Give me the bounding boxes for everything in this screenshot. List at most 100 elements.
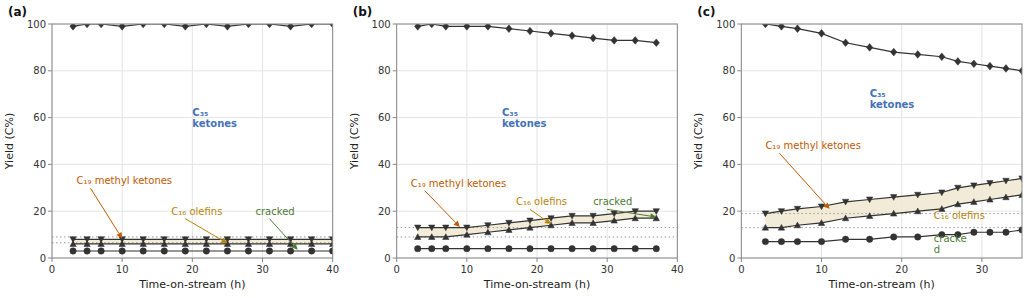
plot-frame bbox=[52, 24, 333, 258]
marker bbox=[429, 225, 435, 231]
annotation-line: d bbox=[934, 244, 940, 255]
marker bbox=[527, 27, 533, 35]
marker bbox=[818, 204, 824, 210]
arrow-head bbox=[221, 238, 228, 244]
tick bbox=[48, 211, 52, 212]
arrow-head bbox=[453, 220, 459, 226]
marker bbox=[987, 196, 993, 202]
annotation-arrow bbox=[91, 188, 119, 233]
marker bbox=[287, 24, 293, 30]
marker bbox=[569, 220, 575, 226]
tick bbox=[737, 258, 741, 259]
annotation: C₁₆ olefins bbox=[171, 206, 222, 217]
marker bbox=[794, 222, 800, 228]
marker bbox=[778, 238, 784, 244]
annotation-line: C₁₆ olefins bbox=[516, 196, 567, 207]
marker bbox=[915, 51, 921, 59]
marker bbox=[890, 210, 896, 216]
y-axis-label: Yield (C%) bbox=[692, 113, 705, 170]
marker bbox=[842, 236, 848, 242]
marker bbox=[955, 185, 961, 191]
marker bbox=[590, 245, 596, 251]
marker bbox=[1003, 229, 1009, 235]
tick-label: 0 bbox=[729, 253, 735, 264]
tick-label: 60 bbox=[723, 112, 736, 123]
tick bbox=[821, 258, 822, 262]
tick bbox=[393, 164, 397, 165]
marker bbox=[590, 213, 596, 219]
marker bbox=[266, 241, 272, 247]
marker bbox=[915, 234, 921, 240]
marker bbox=[818, 238, 824, 244]
plot-frame bbox=[397, 24, 678, 258]
tick bbox=[48, 70, 52, 71]
marker bbox=[161, 241, 167, 247]
annotation-line: C₁₆ olefins bbox=[171, 206, 222, 217]
marker bbox=[84, 24, 90, 28]
plot-area bbox=[52, 24, 333, 258]
plot-frame bbox=[741, 24, 1022, 258]
tick-label: 80 bbox=[723, 65, 736, 76]
marker bbox=[1003, 65, 1009, 73]
tick bbox=[262, 258, 263, 262]
annotation: C₁₉ methyl ketones bbox=[765, 140, 861, 151]
arrow-head bbox=[291, 243, 297, 249]
tick-label: 20 bbox=[186, 264, 199, 275]
marker bbox=[224, 24, 230, 30]
marker bbox=[245, 241, 251, 247]
panel-label: (a) bbox=[8, 5, 27, 19]
grid-line bbox=[741, 117, 1022, 118]
annotation: C₁₉ methyl ketones bbox=[77, 175, 173, 186]
annotation-line: C₁₉ methyl ketones bbox=[411, 178, 507, 189]
tick-label: 40 bbox=[33, 159, 46, 170]
grid-line bbox=[741, 164, 1022, 165]
tick bbox=[737, 24, 741, 25]
tick bbox=[48, 164, 52, 165]
tick-label: 30 bbox=[256, 264, 269, 275]
marker bbox=[415, 24, 421, 30]
annotation-arrow bbox=[269, 219, 293, 246]
marker bbox=[70, 248, 76, 254]
marker bbox=[119, 241, 125, 247]
tick bbox=[901, 258, 902, 262]
marker bbox=[548, 245, 554, 251]
annotation-line: ketones bbox=[502, 118, 547, 129]
panel-label: (b) bbox=[353, 5, 373, 19]
tick-label: 10 bbox=[460, 264, 473, 275]
marker bbox=[266, 248, 272, 254]
fill-area bbox=[418, 211, 657, 237]
marker bbox=[140, 248, 146, 254]
grid-line bbox=[397, 164, 678, 165]
marker bbox=[485, 223, 491, 229]
marker bbox=[182, 241, 188, 247]
marker bbox=[778, 224, 784, 230]
marker bbox=[653, 39, 659, 47]
series-line bbox=[418, 24, 657, 43]
series-line bbox=[765, 230, 1022, 242]
marker bbox=[266, 24, 272, 28]
marker bbox=[569, 32, 575, 40]
grid-line bbox=[397, 70, 678, 71]
annotation-arrow bbox=[185, 219, 222, 241]
arrow-head bbox=[116, 232, 122, 239]
tick-label: 60 bbox=[378, 112, 391, 123]
marker bbox=[866, 236, 872, 242]
annotation-line: C₁₆ olefins bbox=[934, 210, 985, 221]
marker bbox=[794, 206, 800, 212]
series-line bbox=[765, 24, 1022, 71]
marker bbox=[70, 241, 76, 247]
marker bbox=[890, 195, 896, 201]
tick bbox=[393, 117, 397, 118]
marker bbox=[866, 44, 872, 52]
tick-label: 30 bbox=[976, 264, 989, 275]
marker bbox=[224, 248, 230, 254]
marker bbox=[632, 245, 638, 251]
tick-label: 60 bbox=[33, 112, 46, 123]
marker bbox=[287, 248, 293, 254]
marker bbox=[140, 24, 146, 28]
marker bbox=[245, 248, 251, 254]
tick-label: 40 bbox=[378, 159, 391, 170]
x-axis-label: Time-on-stream (h) bbox=[827, 278, 934, 291]
y-axis-label: Yield (C%) bbox=[348, 113, 361, 170]
marker bbox=[632, 37, 638, 45]
